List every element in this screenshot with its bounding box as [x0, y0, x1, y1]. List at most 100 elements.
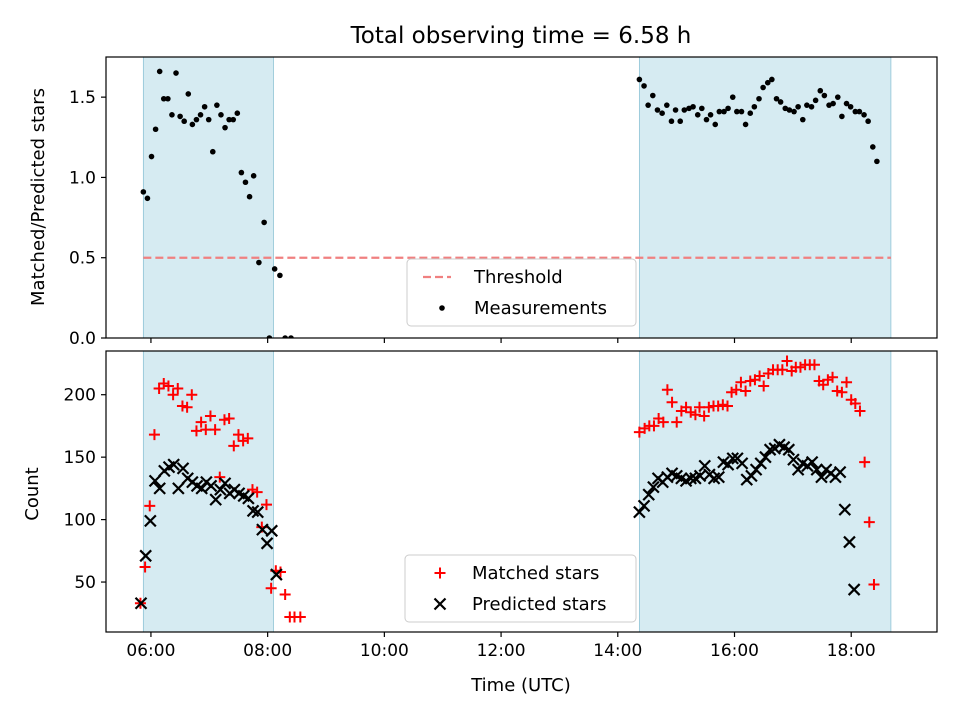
x-tick-label: 10:00	[360, 641, 409, 661]
measurement-point	[226, 116, 232, 123]
measurement-point	[672, 107, 679, 113]
matched-stars-point	[172, 382, 184, 394]
measurement-point	[177, 113, 183, 120]
measurement-point	[795, 103, 801, 110]
measurement-point	[681, 107, 688, 113]
measurement-point	[747, 110, 754, 116]
matched-stars-point	[721, 400, 733, 412]
x-tick-label: 16:00	[710, 641, 759, 661]
predicted-stars-point	[833, 465, 847, 479]
measurement-point	[288, 335, 294, 338]
predicted-stars-point	[637, 499, 651, 513]
predicted-stars-point	[270, 568, 283, 581]
predicted-stars-point	[134, 596, 148, 610]
predicted-stars-point	[642, 488, 655, 501]
measurement-point	[242, 179, 249, 186]
predicted-stars-point	[209, 493, 222, 506]
matched-stars-point	[726, 386, 738, 398]
measurement-point	[222, 124, 228, 131]
matched-stars-point	[661, 384, 673, 396]
matched-stars-point	[693, 401, 705, 413]
matched-stars-point	[294, 611, 306, 623]
measurement-point	[786, 107, 793, 113]
measurement-point	[738, 108, 745, 115]
measurement-point	[156, 68, 163, 75]
measurement-point	[870, 144, 876, 150]
matched-stars-point	[204, 410, 216, 422]
predicted-stars-point	[148, 474, 162, 488]
legend: Matched stars Predicted stars	[404, 554, 637, 623]
measurement-point	[799, 116, 806, 123]
measurement-point	[230, 116, 237, 123]
y-tick-label: 50	[74, 573, 96, 593]
measurement-point	[165, 95, 171, 102]
matched-stars-point	[666, 396, 678, 408]
x-tick-label: 14:00	[593, 641, 642, 661]
measurement-point	[703, 116, 710, 123]
legend-box	[404, 554, 637, 623]
matched-stars-point	[712, 400, 724, 412]
measurement-point	[266, 335, 273, 338]
measurement-point	[193, 116, 200, 123]
predicted-stars-point	[172, 482, 185, 495]
measurement-point	[821, 92, 828, 99]
matched-stars-point	[758, 380, 770, 392]
matched-stars-point	[717, 399, 729, 411]
measurement-point	[734, 108, 740, 115]
predicted-stars-point	[791, 463, 805, 476]
measurement-point	[830, 100, 836, 107]
measurement-point	[791, 108, 797, 115]
matched-stars-point	[186, 389, 198, 401]
matched-stars-point	[836, 386, 848, 398]
predicted-stars-point	[633, 505, 646, 519]
legend-predicted-marker	[433, 597, 447, 611]
matched-stars-point	[703, 401, 715, 413]
measurement-point	[729, 94, 736, 100]
matched-stars-point	[648, 420, 660, 432]
measurement-point	[668, 118, 675, 125]
measurement-point	[152, 126, 159, 133]
measurement-point	[238, 169, 245, 176]
y-tick-label: 0.0	[69, 329, 96, 349]
measurement-point	[160, 95, 167, 102]
matched-stars-point	[209, 424, 221, 436]
series-matched-stars	[134, 355, 880, 623]
matched-stars-point	[218, 414, 230, 426]
matched-stars-point	[794, 361, 806, 373]
measurement-point	[650, 92, 656, 99]
x-tick-label: 12:00	[477, 641, 526, 661]
count-panel: 50 100 150 200 06:00 08:00 10:00 12:00 14:00 16:0…	[64, 350, 938, 661]
measurement-point	[659, 110, 665, 116]
legend-matched-marker	[434, 567, 446, 579]
predicted-stars-point	[684, 472, 698, 485]
matched-stars-point	[822, 374, 834, 386]
predicted-stars-point	[153, 482, 166, 495]
measurement-point	[181, 118, 187, 125]
measurement-point	[699, 105, 705, 112]
measurement-point	[218, 112, 224, 118]
matched-stars-point	[228, 440, 240, 452]
measurement-point	[721, 108, 727, 115]
measurement-point	[760, 84, 766, 91]
matched-stars-point	[689, 409, 701, 421]
predicted-stars-point	[810, 463, 824, 476]
matched-stars-point	[776, 364, 788, 376]
predicted-stars-point	[176, 462, 190, 475]
matched-stars-point	[195, 416, 207, 428]
matched-stars-point	[237, 435, 249, 447]
measurement-point	[169, 112, 175, 118]
measurement-point	[677, 118, 684, 125]
measurement-point	[148, 153, 155, 160]
measurement-point	[764, 79, 771, 86]
matched-stars-point	[827, 371, 839, 383]
matched-stars-point	[167, 389, 179, 401]
measurement-point	[742, 121, 749, 128]
measurement-point	[712, 121, 719, 128]
matched-stars-point	[730, 384, 742, 396]
plot-area	[134, 351, 892, 632]
measurement-point	[751, 103, 758, 110]
measurement-point	[197, 112, 204, 118]
matched-stars-point	[754, 370, 766, 382]
predicted-stars-point	[242, 492, 255, 505]
measurement-point	[874, 158, 880, 165]
